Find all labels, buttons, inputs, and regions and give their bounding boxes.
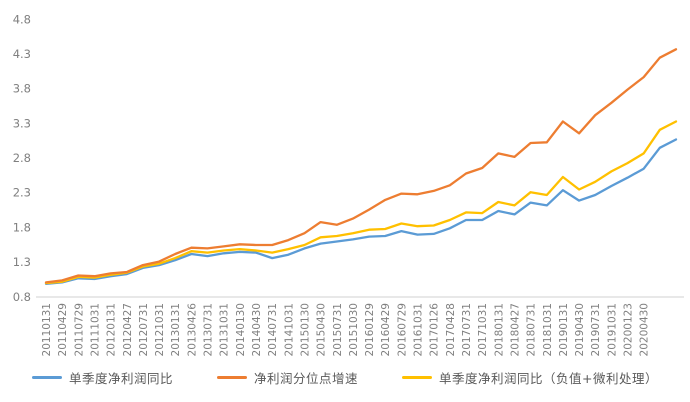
x-axis-tick-label: 20170731 — [461, 303, 473, 356]
series-line-2 — [44, 120, 678, 285]
x-axis-tick-label: 20170428 — [445, 303, 457, 356]
legend-label: 净利润分位点增速 — [254, 371, 359, 386]
x-axis-tick-label: 20131031 — [219, 303, 231, 356]
x-axis-tick-label: 20151030 — [348, 303, 360, 356]
x-axis-tick-label: 20200123 — [623, 303, 635, 356]
x-axis-tick-label: 20180427 — [509, 303, 521, 356]
x-axis-tick-label: 20130426 — [186, 303, 198, 357]
y-axis-tick-label: 2.8 — [13, 151, 31, 165]
x-axis-tick-label: 20180731 — [526, 303, 538, 356]
x-axis-tick-label: 20111031 — [89, 303, 101, 356]
legend-swatch-blue-line-icon — [31, 375, 62, 380]
y-axis-tick-label: 0.8 — [13, 290, 31, 304]
x-axis-tick-label: 20181031 — [542, 303, 554, 356]
x-axis-tick-label: 20190731 — [590, 303, 602, 356]
x-axis-tick-label: 20121031 — [154, 303, 166, 356]
series-line-1 — [44, 48, 678, 284]
legend-item-quarterly-net-profit-yoy: 单季度净利润同比 — [31, 368, 173, 387]
x-axis-tick-label: 20200430 — [639, 303, 651, 356]
x-axis-tick-label: 20191031 — [606, 303, 618, 356]
x-axis-tick-label: 20150130 — [299, 303, 311, 356]
x-axis-tick-label: 20190131 — [558, 303, 570, 356]
x-axis-tick-label: 20171031 — [477, 303, 489, 356]
x-axis-tick-label: 20110429 — [57, 303, 69, 356]
x-axis-tick-label: 20150731 — [332, 303, 344, 356]
x-axis-tick-label: 20190430 — [574, 303, 586, 356]
x-axis-tick-label: 20160129 — [364, 303, 376, 356]
x-axis-tick-label: 20160729 — [396, 303, 408, 356]
x-axis-tick-label: 20120131 — [106, 303, 118, 356]
plot-area: 0.8 1.3 1.8 2.3 2.8 3.3 3.8 4.3 4.8 20110131 20110… — [13, 12, 684, 357]
x-axis-tick-label: 20110131 — [41, 303, 53, 356]
x-axis-tick-label: 20150430 — [316, 303, 328, 356]
legend-item-net-profit-percentile-growth: 净利润分位点增速 — [217, 368, 358, 387]
legend-item-quarterly-net-profit-yoy-adjusted: 单季度净利润同比（负值+微利处理） — [402, 368, 658, 387]
x-axis-tick-label: 20170126 — [429, 303, 441, 357]
y-axis-tick-label: 4.8 — [13, 12, 31, 26]
x-axis-tick-label: 20120427 — [122, 303, 134, 356]
x-axis-tick-label: 20141031 — [283, 303, 295, 356]
series-line-0 — [44, 138, 678, 285]
y-axis-tick-label: 1.8 — [13, 220, 31, 234]
y-axis-tick-label: 4.3 — [13, 47, 31, 61]
y-axis-tick-label: 1.3 — [13, 255, 31, 269]
y-axis-tick-label: 3.3 — [13, 116, 31, 130]
x-axis-tick-label: 20140130 — [235, 303, 247, 356]
x-axis-tick-label: 20130731 — [203, 303, 215, 356]
legend-label: 单季度净利润同比（负值+微利处理） — [439, 371, 658, 386]
legend-swatch-yellow-line-icon — [402, 375, 433, 380]
legend: 单季度净利润同比 净利润分位点增速 单季度净利润同比（负值+微利处理） — [0, 368, 690, 387]
legend-swatch-orange-line-icon — [217, 375, 247, 380]
y-axis-tick-label: 2.3 — [13, 186, 31, 200]
y-axis-tick-label: 3.8 — [13, 82, 31, 96]
x-axis-tick-label: 20180131 — [493, 303, 505, 356]
x-axis-tick-label: 20130131 — [170, 303, 182, 356]
x-axis-tick-label: 20140731 — [267, 303, 279, 356]
x-axis-tick-label: 20160429 — [380, 303, 392, 356]
x-axis-tick-label: 20120731 — [138, 303, 150, 356]
legend-label: 单季度净利润同比 — [68, 371, 173, 386]
x-axis-tick-label: 20110729 — [73, 303, 85, 356]
x-axis-tick-label: 20140430 — [251, 303, 263, 356]
x-axis-tick-label: 20161031 — [413, 303, 425, 356]
